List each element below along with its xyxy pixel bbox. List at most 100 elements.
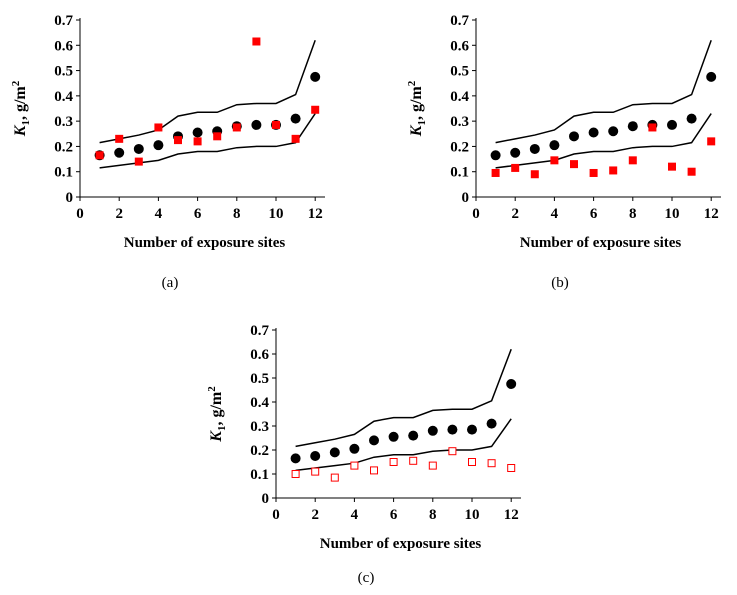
measured-point <box>134 157 143 166</box>
measured-point <box>95 151 104 160</box>
mean-point <box>114 147 125 158</box>
mean-point <box>290 113 301 124</box>
chart-panel-2: 0 2 4 6 8 10 12 0 0.1 0.2 0.3 0.4 0.5 0.6 0.7 Number of… <box>406 13 721 291</box>
y-tick-label: 0.5 <box>54 64 73 80</box>
measured-point <box>507 464 516 472</box>
y-axis-label: K1, g/m2 <box>206 386 228 443</box>
y-tick-label: 0.3 <box>250 419 269 435</box>
mean-point <box>706 71 717 82</box>
y-tick-label: 0.4 <box>250 395 269 411</box>
x-tick-label: 2 <box>311 507 319 523</box>
panel-caption: (a) <box>162 275 179 291</box>
chart-panel-3: 0 2 4 6 8 10 12 0 0.1 0.2 0.3 0.4 0.5 0.6 0.7 Number of… <box>206 323 521 586</box>
mean-point <box>608 126 619 137</box>
x-tick-label: 0 <box>76 206 84 222</box>
mean-point <box>467 424 477 435</box>
measured-point <box>428 461 437 470</box>
measured-point <box>252 37 261 46</box>
y-tick-label: 0.4 <box>54 89 73 105</box>
measured-point <box>530 170 539 179</box>
y-tick-label: 0.2 <box>450 139 469 155</box>
y-tick-label: 0 <box>66 190 74 206</box>
lower-bound-line <box>495 113 712 169</box>
mean-point <box>667 119 677 130</box>
mean-point <box>569 131 579 142</box>
mean-point <box>686 113 697 124</box>
x-tick-label: 12 <box>504 507 519 523</box>
y-tick-label: 0 <box>462 190 470 206</box>
measured-point <box>570 160 578 169</box>
y-tick-label: 0.1 <box>250 467 269 483</box>
measured-point <box>448 447 457 456</box>
y-tick-label: 0.5 <box>250 371 269 387</box>
y-tick-label: 0 <box>262 491 270 507</box>
y-tick-label: 0.4 <box>450 89 469 105</box>
x-tick-label: 12 <box>704 206 719 222</box>
measured-point <box>668 162 676 171</box>
measured-point <box>330 473 339 482</box>
x-tick-label: 6 <box>194 206 202 222</box>
x-tick-label: 2 <box>115 206 123 222</box>
x-tick-label: 6 <box>590 206 598 222</box>
measured-point <box>409 456 418 465</box>
measured-point <box>550 156 559 165</box>
mean-point <box>627 121 638 132</box>
panel-caption: (c) <box>358 570 375 586</box>
y-tick-label: 0.2 <box>54 139 73 155</box>
mean-point <box>549 140 560 151</box>
x-axis-label: Number of exposure sites <box>520 235 682 251</box>
mean-point <box>588 127 599 138</box>
measured-point <box>707 137 716 146</box>
y-tick-label: 0.7 <box>450 13 469 29</box>
mean-point <box>290 453 301 464</box>
y-tick-label: 0.7 <box>250 323 269 339</box>
measured-point <box>350 461 359 470</box>
y-tick-label: 0.6 <box>450 38 469 54</box>
x-tick-label: 0 <box>472 206 480 222</box>
measured-point <box>491 168 500 177</box>
x-axis-label: Number of exposure sites <box>320 536 482 552</box>
x-tick-label: 10 <box>269 206 284 222</box>
measured-point <box>154 123 163 132</box>
x-tick-label: 4 <box>351 507 359 523</box>
chart-panel-1: 0 2 4 6 8 10 12 0 0.1 0.2 0.3 0.4 0.5 0.6 0.7 Number of… <box>10 13 325 291</box>
measured-point <box>389 458 398 466</box>
y-tick-label: 0.2 <box>250 443 269 459</box>
measured-point <box>687 167 696 176</box>
x-tick-label: 8 <box>629 206 637 222</box>
mean-point <box>388 431 399 442</box>
mean-point <box>506 379 517 389</box>
measured-point <box>589 168 598 177</box>
x-tick-label: 0 <box>272 507 280 523</box>
measured-point <box>468 458 476 466</box>
panel-caption: (b) <box>551 275 569 291</box>
measured-point <box>311 105 320 114</box>
x-tick-label: 4 <box>155 206 163 222</box>
measured-point <box>232 123 241 132</box>
x-tick-label: 10 <box>665 206 680 222</box>
measured-point <box>174 136 182 145</box>
mean-point <box>510 147 521 158</box>
measured-point <box>193 137 202 146</box>
x-tick-label: 8 <box>233 206 241 222</box>
mean-point <box>349 443 360 454</box>
mean-point <box>369 435 379 446</box>
mean-point <box>427 425 438 436</box>
mean-point <box>447 424 458 435</box>
y-axis-label: K1, g/m2 <box>10 80 32 137</box>
lower-bound-line <box>295 418 512 472</box>
mean-point <box>310 451 321 461</box>
measured-point <box>628 156 637 165</box>
x-tick-label: 6 <box>390 507 398 523</box>
mean-point <box>251 119 262 130</box>
mean-point <box>133 143 144 154</box>
x-tick-label: 12 <box>308 206 323 222</box>
measured-point <box>213 132 222 141</box>
mean-point <box>192 127 203 138</box>
measured-point <box>291 470 300 478</box>
measured-point <box>648 123 657 132</box>
mean-point <box>486 418 497 429</box>
measured-point <box>370 466 378 475</box>
measured-point <box>272 120 280 129</box>
measured-point <box>115 134 124 143</box>
